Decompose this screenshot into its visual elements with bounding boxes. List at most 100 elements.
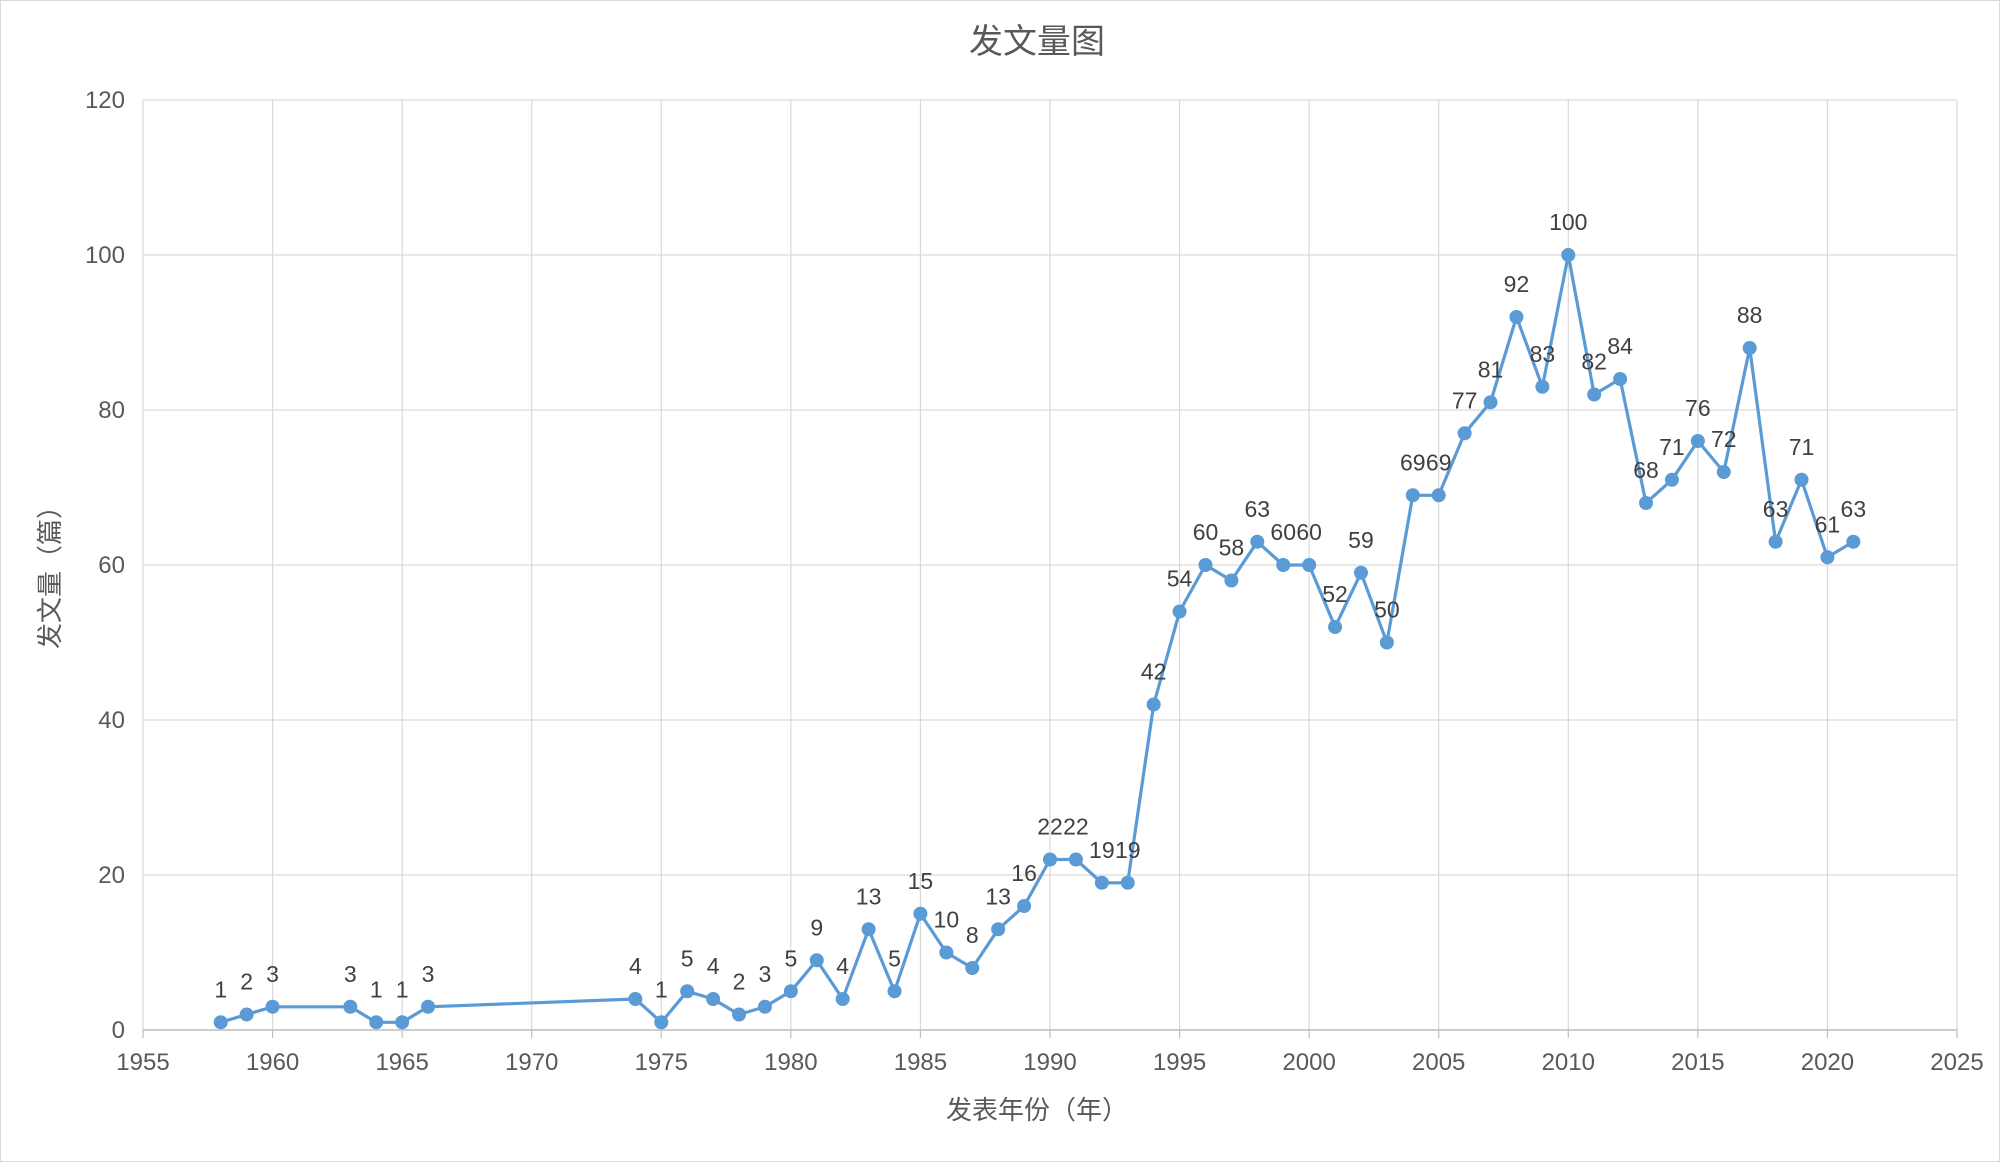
data-label: 5 (681, 945, 694, 971)
data-point (654, 1015, 669, 1030)
data-point (887, 984, 902, 999)
data-label: 61 (1815, 511, 1841, 537)
x-tick-label: 2010 (1542, 1049, 1595, 1076)
data-point (809, 953, 824, 968)
data-point (965, 961, 980, 975)
data-label: 4 (629, 953, 642, 979)
data-point (757, 999, 772, 1014)
data-label: 4 (836, 953, 849, 979)
data-label: 63 (1841, 496, 1867, 522)
data-label: 5 (888, 945, 901, 971)
data-point (1768, 534, 1783, 549)
data-label: 68 (1633, 457, 1659, 483)
data-label: 8 (966, 922, 979, 948)
data-label: 82 (1581, 349, 1607, 375)
data-point (1509, 310, 1524, 324)
data-label: 71 (1659, 434, 1685, 460)
data-label: 88 (1737, 302, 1763, 328)
data-point (1561, 248, 1576, 262)
data-point (861, 922, 876, 937)
y-tick-label: 120 (85, 87, 125, 114)
data-point (1198, 558, 1213, 572)
data-label: 5 (784, 945, 797, 971)
data-label: 100 (1549, 209, 1587, 235)
data-label: 76 (1685, 395, 1711, 421)
data-point (1172, 604, 1187, 619)
data-label: 52 (1322, 581, 1348, 607)
data-label: 71 (1789, 434, 1815, 460)
data-point (1068, 852, 1083, 867)
x-tick-label: 1965 (375, 1049, 428, 1076)
data-point (1328, 620, 1343, 634)
data-point (706, 992, 721, 1006)
data-label: 13 (856, 883, 882, 909)
data-label: 63 (1763, 496, 1789, 522)
data-label: 1 (655, 976, 668, 1002)
y-tick-label: 20 (98, 862, 125, 889)
data-label: 3 (422, 961, 435, 987)
y-tick-label: 40 (98, 707, 125, 734)
data-point (1379, 635, 1394, 650)
data-point (1742, 341, 1757, 355)
x-tick-label: 1970 (505, 1049, 558, 1076)
data-label: 42 (1141, 659, 1167, 685)
data-point (913, 906, 928, 921)
data-label: 3 (759, 961, 772, 987)
data-point (835, 992, 850, 1006)
data-label: 9 (810, 914, 823, 940)
data-label: 54 (1167, 566, 1193, 592)
x-tick-label: 1985 (894, 1049, 947, 1076)
data-point (1846, 534, 1861, 549)
data-label: 2 (240, 969, 253, 995)
data-point (1405, 488, 1420, 503)
data-label: 13 (985, 883, 1011, 909)
data-label: 15 (908, 868, 934, 894)
data-label: 92 (1504, 271, 1530, 297)
data-label: 72 (1711, 426, 1737, 452)
data-label: 10 (934, 907, 960, 933)
series-line (219, 253, 1855, 1024)
data-label: 22 (1063, 814, 1089, 840)
data-point (369, 1015, 384, 1030)
data-point (1794, 472, 1809, 487)
data-label: 77 (1452, 387, 1478, 413)
x-tick-label: 1980 (764, 1049, 817, 1076)
data-label: 19 (1115, 837, 1141, 863)
data-point (628, 992, 643, 1006)
x-tick-label: 1955 (116, 1049, 169, 1076)
data-label: 81 (1478, 356, 1504, 382)
data-point (1639, 496, 1654, 510)
data-point (1120, 875, 1135, 890)
data-point (1613, 372, 1628, 386)
data-label: 63 (1245, 496, 1271, 522)
y-tick-label: 0 (112, 1017, 125, 1044)
data-label: 60 (1270, 519, 1296, 545)
data-point (1716, 465, 1731, 479)
x-tick-label: 2005 (1412, 1049, 1465, 1076)
data-label: 2 (733, 969, 746, 995)
data-label: 19 (1089, 837, 1115, 863)
data-point (1587, 387, 1602, 402)
data-label: 1 (370, 976, 383, 1002)
data-label: 83 (1530, 341, 1556, 367)
y-axis-title: 发文量（篇） (35, 493, 65, 649)
data-label: 3 (344, 961, 357, 987)
data-label: 60 (1193, 519, 1219, 545)
x-tick-label: 2020 (1801, 1049, 1854, 1076)
x-tick-label: 2015 (1671, 1049, 1724, 1076)
data-point (421, 999, 436, 1014)
data-point (1017, 899, 1032, 913)
data-point (239, 1007, 254, 1022)
x-axis-title: 发表年份（年） (946, 1095, 1128, 1125)
data-point (1690, 434, 1705, 448)
data-label: 1 (396, 976, 409, 1002)
data-point (1094, 875, 1109, 890)
data-point (213, 1015, 228, 1030)
data-point (1043, 852, 1057, 867)
y-tick-label: 60 (98, 552, 125, 579)
data-label: 60 (1296, 519, 1322, 545)
data-point (343, 999, 358, 1014)
data-point (1457, 426, 1472, 441)
